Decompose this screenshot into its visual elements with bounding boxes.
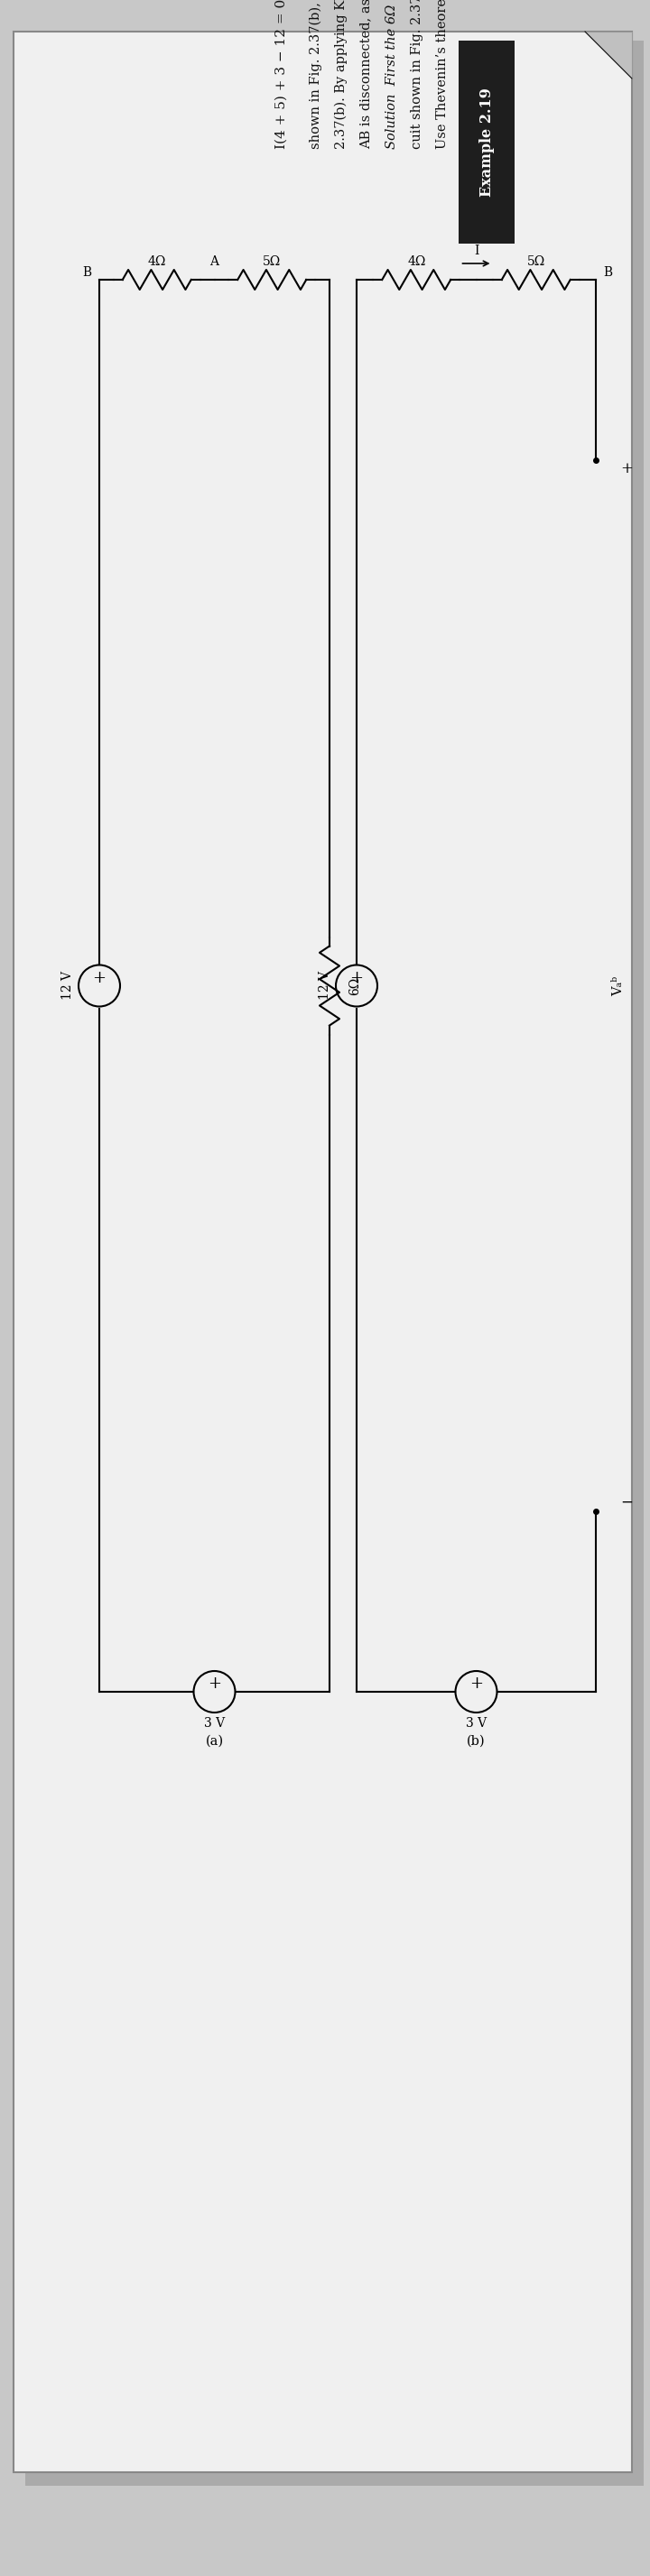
- Text: (b): (b): [467, 1736, 486, 1747]
- Text: 4Ω: 4Ω: [148, 255, 166, 268]
- Text: I(4 + 5) + 3 − 12 = 0: I(4 + 5) + 3 − 12 = 0: [276, 0, 288, 149]
- Text: +: +: [92, 969, 106, 987]
- Text: B: B: [82, 265, 91, 278]
- Polygon shape: [585, 31, 632, 77]
- Text: Use Thevenin’s theorem to find current through the 6Ω resistor in the cir-: Use Thevenin’s theorem to find current t…: [436, 0, 448, 149]
- Text: (a): (a): [205, 1736, 224, 1747]
- Text: +: +: [350, 969, 363, 987]
- Text: 12 V: 12 V: [318, 971, 332, 999]
- Text: I: I: [474, 245, 478, 258]
- Text: shown in Fig. 2.37(b),: shown in Fig. 2.37(b),: [309, 3, 322, 149]
- Text: 6Ω: 6Ω: [348, 976, 361, 994]
- Text: −: −: [620, 1494, 633, 1510]
- Text: 2.37(b). By applying KVL to the circuit: 2.37(b). By applying KVL to the circuit: [335, 0, 348, 149]
- Text: 12 V: 12 V: [61, 971, 74, 999]
- Text: 5Ω: 5Ω: [263, 255, 281, 268]
- Text: cuit shown in Fig. 2.37(a).: cuit shown in Fig. 2.37(a).: [411, 0, 424, 149]
- Text: +: +: [469, 1677, 483, 1692]
- Bar: [459, 41, 515, 245]
- Text: B: B: [603, 265, 612, 278]
- Text: A: A: [210, 255, 219, 268]
- Text: +: +: [620, 461, 633, 477]
- Text: 3 V: 3 V: [466, 1718, 487, 1728]
- Text: 3 V: 3 V: [204, 1718, 225, 1728]
- Text: +: +: [207, 1677, 221, 1692]
- Text: Solution  First the 6Ω resistor across: Solution First the 6Ω resistor across: [385, 0, 398, 149]
- Text: 5Ω: 5Ω: [527, 255, 545, 268]
- Text: AB is disconnected, as shown in Fig.: AB is disconnected, as shown in Fig.: [360, 0, 373, 149]
- Text: 4Ω: 4Ω: [407, 255, 426, 268]
- Text: Example 2.19: Example 2.19: [479, 88, 494, 196]
- Text: Vₐᵇ: Vₐᵇ: [612, 976, 625, 997]
